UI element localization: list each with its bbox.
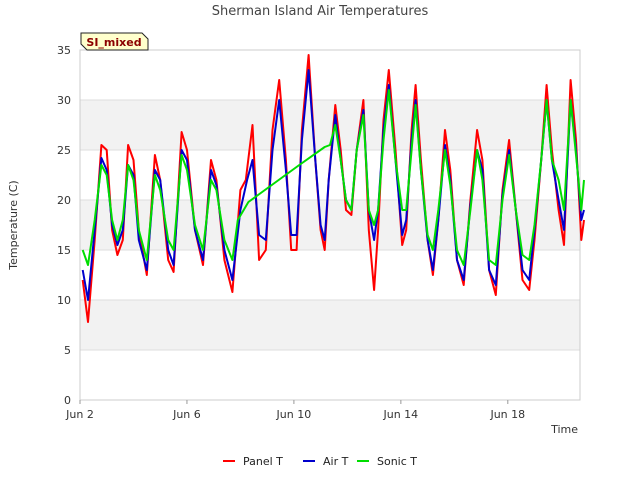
y-tick-label: 30 bbox=[57, 94, 71, 107]
legend-label: Sonic T bbox=[377, 455, 417, 468]
x-tick-label: Jun 10 bbox=[276, 408, 312, 421]
y-tick-label: 15 bbox=[57, 244, 71, 257]
x-tick-label: Jun 6 bbox=[172, 408, 201, 421]
band-0 bbox=[80, 350, 580, 400]
x-tick-label: Jun 2 bbox=[65, 408, 94, 421]
band-5 bbox=[80, 300, 580, 350]
series-line-sonic-t bbox=[81, 89, 585, 266]
y-tick-label: 5 bbox=[64, 344, 71, 357]
y-tick-label: 0 bbox=[64, 394, 71, 407]
site-badge: SI_mixed bbox=[80, 32, 149, 51]
y-tick-label: 10 bbox=[57, 294, 71, 307]
y-axis-ticks: 0 5 10 15 20 25 30 35 bbox=[57, 44, 71, 407]
legend-label: Air T bbox=[323, 455, 349, 468]
band-30 bbox=[80, 50, 580, 100]
legend: Panel T Air T Sonic T bbox=[223, 455, 417, 468]
site-badge-label: SI_mixed bbox=[86, 36, 141, 49]
band-10 bbox=[80, 250, 580, 300]
background-bands bbox=[80, 50, 580, 400]
chart-title: Sherman Island Air Temperatures bbox=[212, 4, 429, 19]
legend-label: Panel T bbox=[243, 455, 283, 468]
site-badge-shape bbox=[80, 32, 149, 51]
legend-item-air-t: Air T bbox=[303, 455, 349, 468]
x-axis-label: Time bbox=[550, 423, 578, 436]
x-axis-ticks: Jun 2 Jun 6 Jun 10 Jun 14 Jun 18 bbox=[65, 400, 525, 421]
y-tick-label: 20 bbox=[57, 194, 71, 207]
y-axis-label: Temperature (C) bbox=[7, 180, 20, 270]
legend-item-sonic-t: Sonic T bbox=[357, 455, 417, 468]
series-layer bbox=[81, 54, 585, 323]
band-15 bbox=[80, 200, 580, 250]
y-tick-label: 35 bbox=[57, 44, 71, 57]
x-tick-label: Jun 18 bbox=[489, 408, 525, 421]
y-tick-label: 25 bbox=[57, 144, 71, 157]
x-tick-label: Jun 14 bbox=[383, 408, 419, 421]
legend-item-panel-t: Panel T bbox=[223, 455, 283, 468]
